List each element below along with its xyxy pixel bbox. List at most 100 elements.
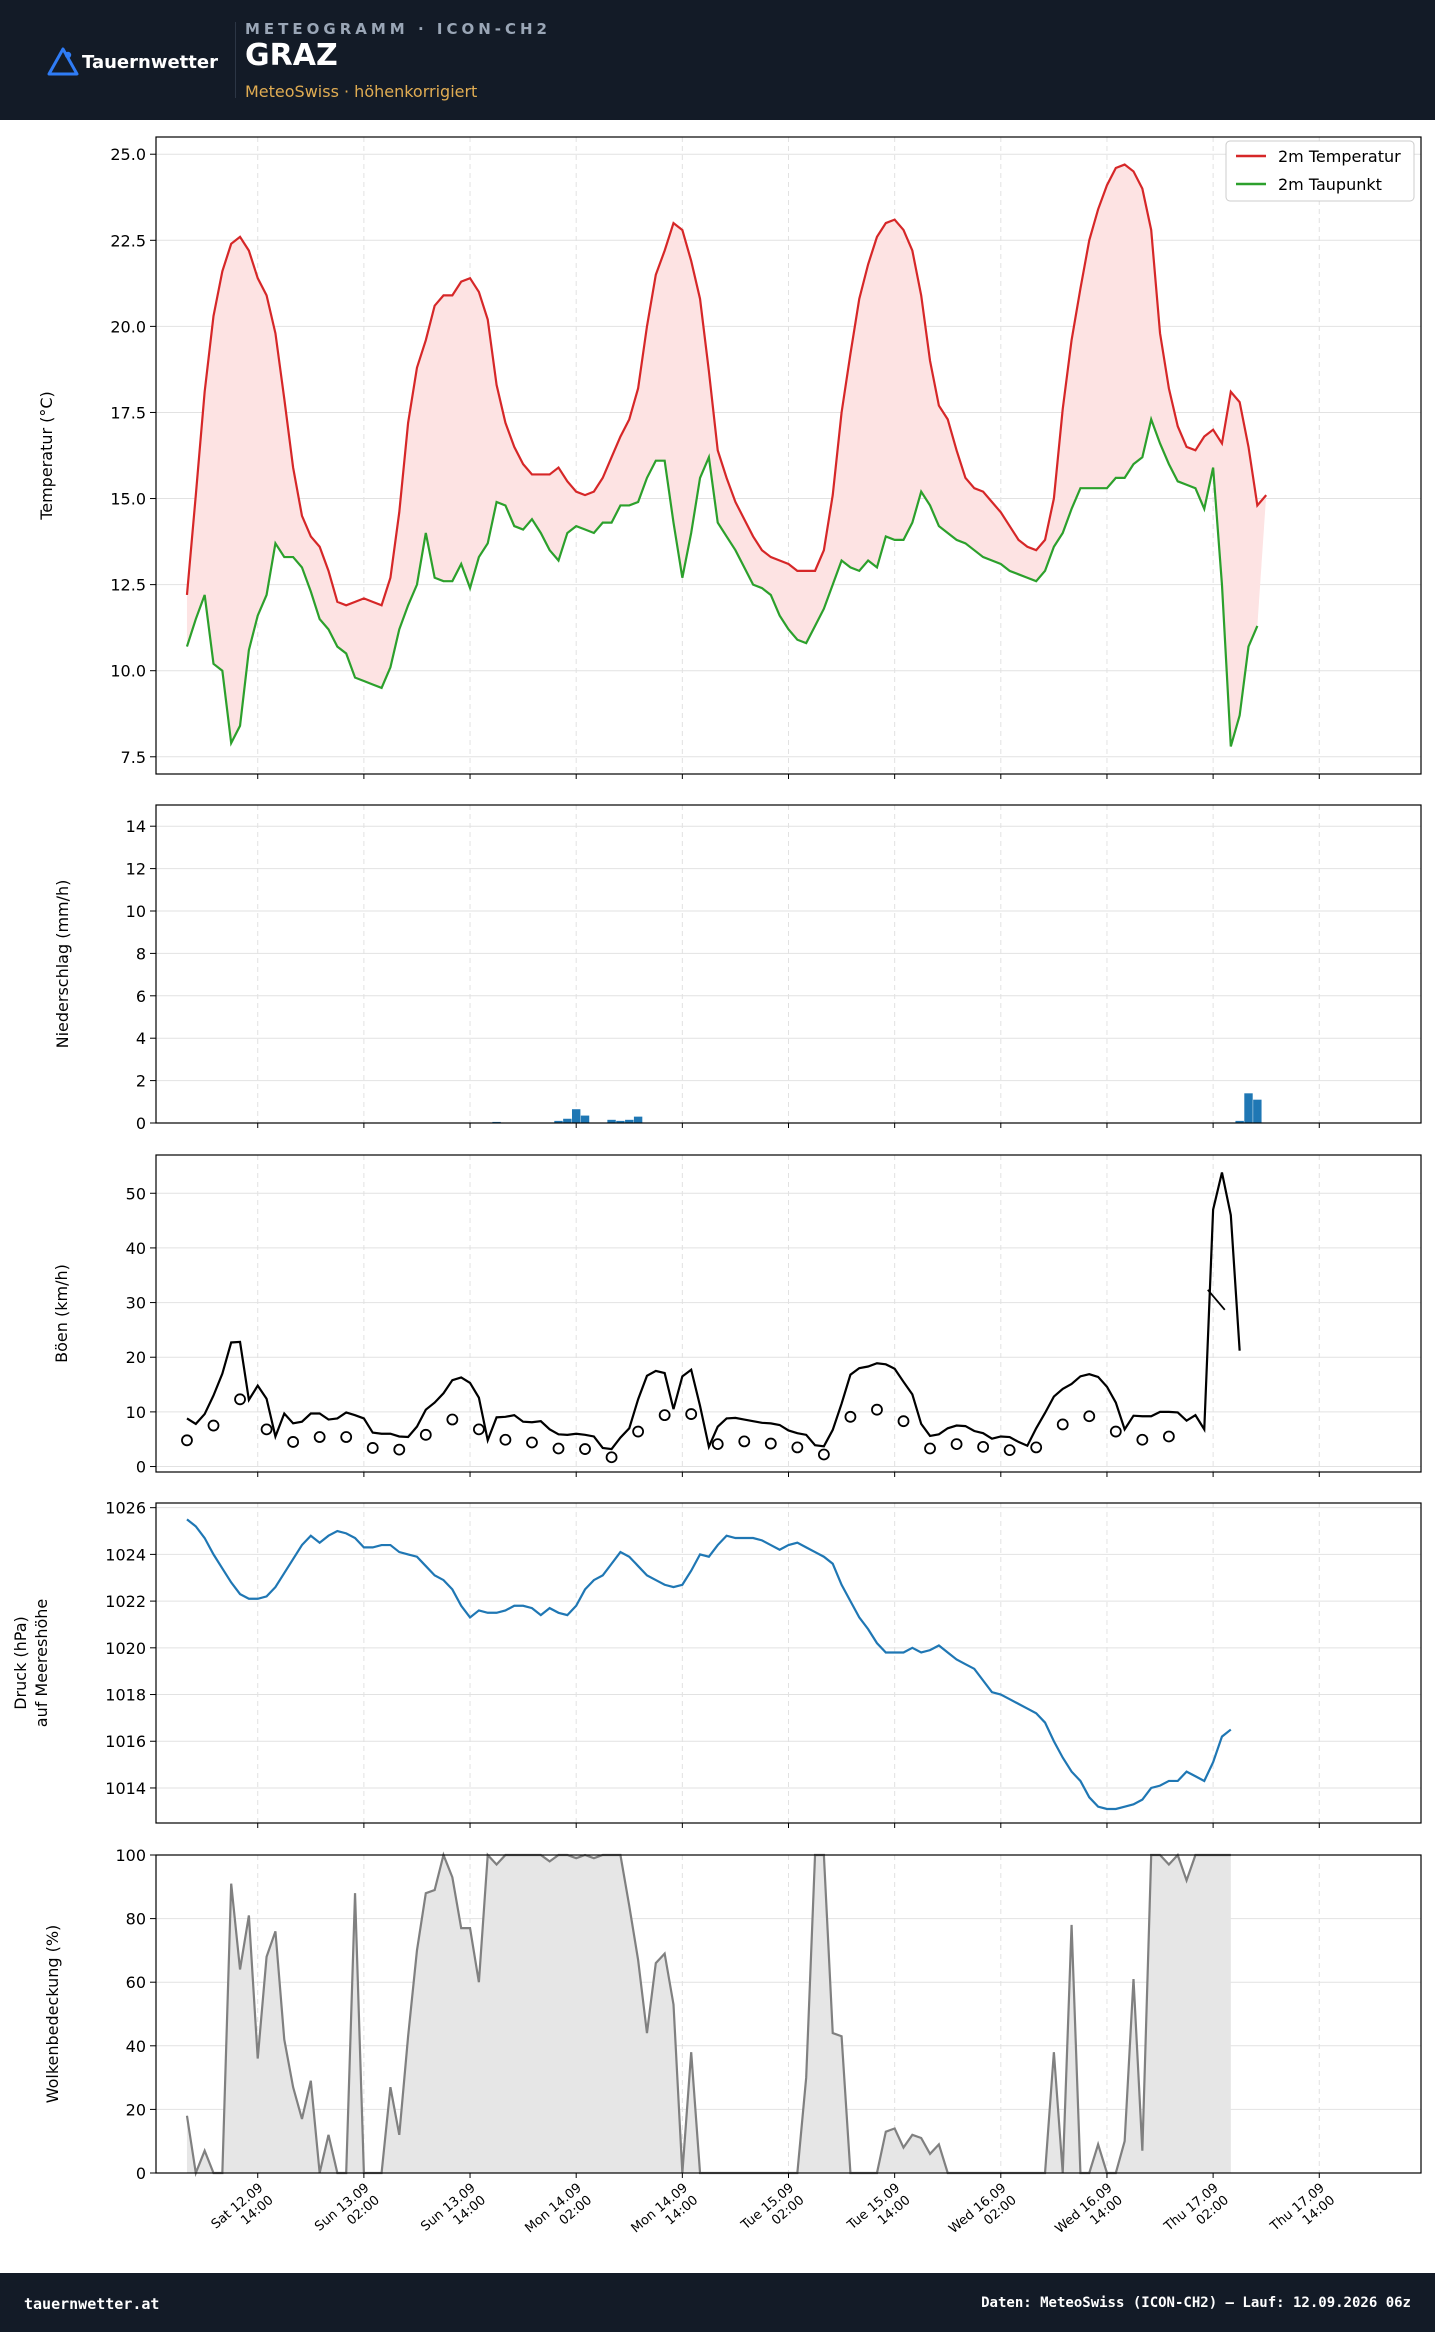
series-line-temperature <box>185 163 1268 607</box>
wind-marker <box>1162 1430 1175 1443</box>
y-tick-label: 20 <box>126 1348 146 1367</box>
header-divider <box>235 22 236 98</box>
y-tick-label: 1014 <box>105 1779 146 1798</box>
y-tick-label: 50 <box>126 1184 146 1203</box>
panel-gusts: 0 10 20 30 40 50 Böen (km/h) <box>52 1154 1422 1477</box>
y-axis-label-2: auf Meereshöhe <box>32 1599 51 1727</box>
wind-marker <box>287 1436 300 1448</box>
wind-marker <box>738 1435 751 1448</box>
y-tick-label: 40 <box>126 1239 146 1258</box>
page-title: GRAZ <box>245 38 338 73</box>
y-tick-label: 25.0 <box>110 145 146 164</box>
header-bar: Tauernwetter METEOGRAMM · ICON-CH2 GRAZ … <box>0 0 1435 120</box>
footer-credit: Daten: MeteoSwiss (ICON-CH2) – Lauf: 12.… <box>981 2295 1411 2311</box>
wind-marker <box>632 1425 645 1438</box>
wind-marker <box>234 1393 246 1406</box>
tauernwetter-logo-icon <box>47 47 79 76</box>
wind-marker <box>605 1451 618 1464</box>
panel-clouds: 0 20 40 60 80 100 Wolkenbedeckung (%) <box>43 1846 1422 2183</box>
wind-marker <box>977 1440 990 1453</box>
y-tick-label: 80 <box>126 1910 146 1929</box>
wind-marker <box>1056 1418 1069 1431</box>
legend: 2m Temperatur 2m Taupunkt <box>1225 140 1415 202</box>
wind-marker <box>579 1443 591 1455</box>
wind-marker <box>871 1403 883 1416</box>
y-axis-label: Wolkenbedeckung (%) <box>43 1925 62 2104</box>
legend-label: 2m Temperatur <box>1278 147 1401 166</box>
y-tick-label: 1020 <box>105 1639 146 1658</box>
footer-bar: tauernwetter.at Daten: MeteoSwiss (ICON-… <box>0 2273 1435 2332</box>
wind-marker <box>658 1409 671 1422</box>
wind-marker <box>207 1419 220 1432</box>
wind-marker <box>472 1423 485 1436</box>
y-tick-label: 60 <box>126 1973 146 1992</box>
panel-temperature: 2m Temperatur 2m Taupunkt 7.5 10.0 12.5 15.0 1… <box>37 136 1422 779</box>
legend-box <box>1225 140 1415 202</box>
wind-marker <box>181 1434 193 1447</box>
wind-marker <box>924 1442 936 1455</box>
y-tick-label: 1016 <box>105 1732 146 1751</box>
wind-marker <box>950 1438 963 1451</box>
panel-pressure: 1014 1016 1018 1020 1022 1024 1026 Druck (hPa) a… <box>11 1499 1422 1828</box>
wind-marker <box>1030 1441 1043 1454</box>
precip-bar <box>580 1115 590 1123</box>
y-tick-label: 14 <box>126 817 146 836</box>
wind-marker <box>685 1408 698 1420</box>
y-tick-label: 22.5 <box>110 231 146 250</box>
footer-site-link[interactable]: tauernwetter.at <box>24 2295 160 2313</box>
y-axis-label: Druck (hPa) <box>11 1616 30 1710</box>
y-axis-label: Niederschlag (mm/h) <box>53 880 72 1049</box>
y-tick-label: 7.5 <box>121 748 146 767</box>
y-axis-label: Temperatur (°C) <box>37 391 56 521</box>
y-tick-label: 0 <box>136 1114 146 1133</box>
wind-marker <box>711 1438 724 1451</box>
wind-marker <box>366 1442 379 1454</box>
y-tick-label: 1018 <box>105 1686 146 1705</box>
wind-marker <box>844 1410 857 1423</box>
y-tick-label: 17.5 <box>110 403 146 422</box>
series-line-pressure <box>186 1518 1232 1811</box>
brand-name: Tauernwetter <box>82 52 218 73</box>
wind-marker <box>552 1442 565 1455</box>
y-tick-label: 4 <box>136 1029 146 1048</box>
series-line-gusts <box>186 1172 1241 1451</box>
precip-bar <box>607 1119 616 1123</box>
wind-marker <box>1003 1444 1016 1457</box>
y-tick-label: 15.0 <box>110 490 146 509</box>
wind-barb <box>1207 1289 1226 1311</box>
y-axis-label: Böen (km/h) <box>52 1264 71 1363</box>
y-tick-label: 10 <box>126 902 146 921</box>
y-tick-label: 2 <box>136 1072 146 1091</box>
wind-marker <box>340 1431 353 1443</box>
wind-marker <box>1136 1433 1149 1446</box>
wind-marker <box>393 1443 406 1456</box>
wind-marker <box>526 1436 538 1449</box>
y-tick-label: 10.0 <box>110 662 146 681</box>
precip-bar <box>625 1119 634 1123</box>
precip-bar <box>563 1118 572 1123</box>
y-tick-label: 10 <box>126 1403 146 1422</box>
y-tick-label: 12.5 <box>110 576 146 595</box>
panel-precipitation: 0 2 4 6 8 10 12 14 Niederschlag (mm/h) <box>53 804 1422 1133</box>
y-tick-label: 1024 <box>105 1545 146 1564</box>
wind-marker <box>817 1448 830 1461</box>
y-tick-label: 0 <box>136 2164 146 2183</box>
legend-label: 2m Taupunkt <box>1278 175 1382 194</box>
y-tick-label: 20.0 <box>110 317 146 336</box>
wind-marker <box>791 1441 804 1454</box>
meteogram-kicker: METEOGRAMM · ICON-CH2 <box>245 20 551 38</box>
wind-marker <box>897 1415 910 1428</box>
y-tick-label: 8 <box>136 944 146 963</box>
y-tick-label: 30 <box>126 1294 146 1313</box>
y-tick-label: 40 <box>126 2037 146 2056</box>
wind-marker <box>260 1423 273 1436</box>
